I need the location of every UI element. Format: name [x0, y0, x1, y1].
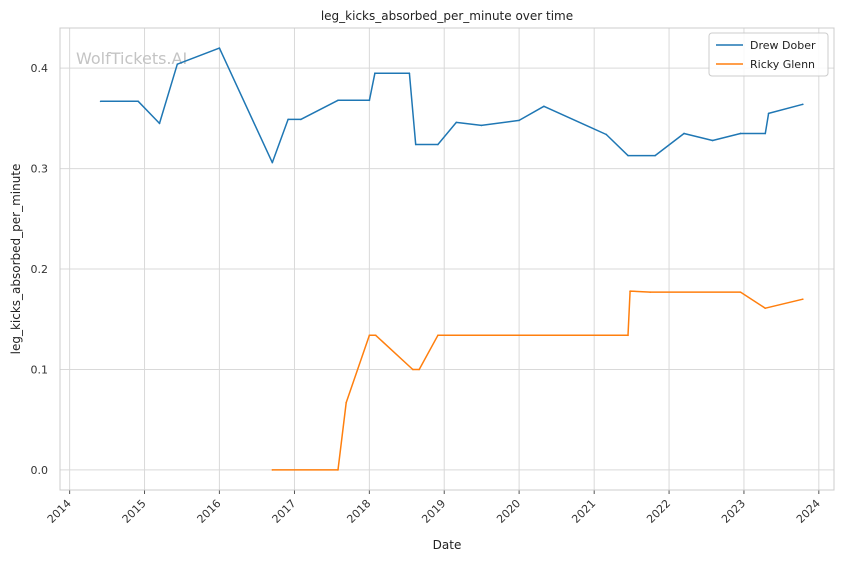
y-axis-title: leg_kicks_absorbed_per_minute: [9, 164, 23, 355]
axis-ticks: 0.0 0.1 0.2 0.3 0.4 2014 2015 2016 2017 2018 2019 2…: [31, 62, 823, 526]
data-point-drew-dober: [158, 122, 161, 125]
x-tick-label: 2019: [419, 497, 448, 526]
x-tick-label: 2022: [644, 497, 673, 526]
data-point-drew-dober: [802, 103, 804, 106]
data-point-drew-dober: [455, 121, 458, 124]
data-point-ricky-glenn: [412, 368, 414, 371]
data-point-drew-dober: [767, 112, 770, 115]
data-point-ricky-glenn: [764, 307, 767, 310]
data-point-drew-dober: [543, 105, 545, 108]
data-point-drew-dober: [176, 63, 179, 65]
watermark-text: WolfTickets.AI: [76, 49, 187, 68]
y-tick-label: 0.4: [31, 62, 49, 75]
data-point-drew-dober: [414, 143, 417, 146]
data-point-ricky-glenn: [345, 401, 347, 404]
data-point-drew-dober: [271, 161, 274, 164]
data-point-drew-dober: [287, 118, 289, 121]
data-point-drew-dober: [337, 99, 339, 102]
data-point-drew-dober: [518, 119, 520, 122]
data-point-drew-dober: [654, 154, 656, 157]
data-point-ricky-glenn: [418, 368, 421, 371]
data-point-ricky-glenn: [271, 469, 274, 471]
data-point-drew-dober: [99, 100, 102, 103]
series-lines: [99, 47, 804, 471]
legend-box: [708, 32, 829, 77]
legend-label-drew-dober: Drew Dober: [750, 39, 816, 52]
x-tick-label: 2020: [494, 497, 523, 526]
x-tick-label: 2023: [719, 497, 748, 526]
data-point-drew-dober: [300, 118, 302, 121]
data-point-ricky-glenn: [337, 469, 339, 471]
data-point-ricky-glenn: [802, 298, 804, 300]
legend: Drew Dober Ricky Glenn: [708, 32, 829, 77]
data-point-drew-dober: [480, 124, 483, 127]
x-tick-label: 2016: [195, 497, 224, 526]
x-tick-label: 2024: [794, 497, 823, 526]
data-point-ricky-glenn: [739, 291, 742, 293]
data-point-drew-dober: [683, 132, 685, 135]
y-tick-label: 0.2: [31, 263, 49, 276]
data-point-ricky-glenn: [649, 291, 651, 293]
data-point-ricky-glenn: [627, 334, 629, 337]
plot-frame: [59, 27, 835, 491]
chart-title: leg_kicks_absorbed_per_minute over time: [321, 9, 573, 23]
data-point-ricky-glenn: [437, 334, 439, 337]
x-tick-label: 2015: [120, 497, 149, 526]
x-tick-label: 2017: [270, 497, 299, 526]
data-point-drew-dober: [605, 133, 608, 136]
grid: [60, 28, 834, 490]
data-point-drew-dober: [739, 132, 742, 135]
data-point-drew-dober: [711, 139, 714, 142]
x-axis-title: Date: [433, 538, 462, 552]
y-tick-label: 0.0: [31, 464, 49, 477]
x-tick-label: 2018: [344, 497, 373, 526]
data-point-ricky-glenn: [368, 334, 371, 337]
series-line-ricky-glenn: [272, 290, 803, 471]
data-point-drew-dober: [374, 72, 376, 74]
y-tick-label: 0.1: [31, 363, 49, 376]
data-point-drew-dober: [437, 143, 439, 146]
data-point-drew-dober: [368, 99, 371, 102]
legend-label-ricky-glenn: Ricky Glenn: [750, 58, 815, 71]
data-point-drew-dober: [627, 154, 629, 157]
x-tick-label: 2021: [569, 497, 598, 526]
y-tick-label: 0.3: [31, 163, 49, 176]
series-line-drew-dober: [100, 47, 803, 164]
data-point-drew-dober: [764, 132, 767, 135]
data-point-ricky-glenn: [374, 334, 377, 337]
data-point-drew-dober: [408, 72, 411, 74]
data-point-ricky-glenn: [629, 290, 631, 292]
data-point-drew-dober: [218, 47, 221, 49]
x-tick-label: 2014: [45, 497, 74, 526]
data-point-drew-dober: [137, 100, 139, 103]
